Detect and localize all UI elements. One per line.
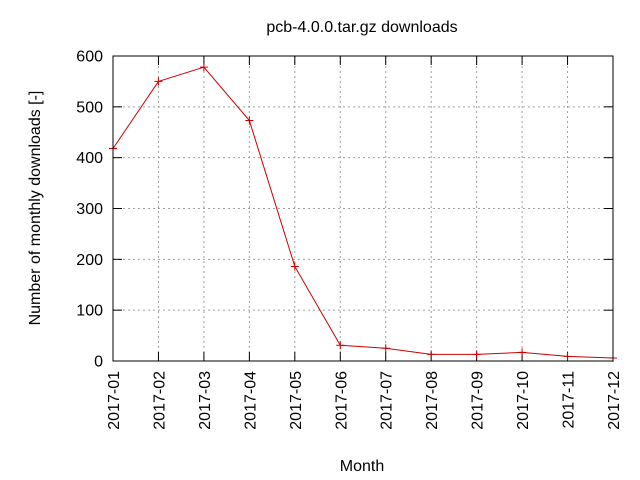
data-point bbox=[381, 344, 390, 353]
data-point bbox=[427, 350, 436, 359]
series-line bbox=[112, 66, 614, 359]
data-point bbox=[472, 350, 481, 359]
chart-title: pcb-4.0.0.tar.gz downloads bbox=[266, 19, 457, 36]
x-tick-label: 2017-01 bbox=[106, 371, 123, 430]
data-point bbox=[290, 262, 299, 271]
y-axis: 0 100 200 300 400 500 600 bbox=[76, 49, 613, 371]
grid-lines bbox=[113, 56, 613, 361]
y-tick-label: 600 bbox=[76, 49, 103, 66]
x-axis: 2017-01 2017-02 2017-03 2017-04 2017-05 2017-… bbox=[106, 56, 623, 430]
y-tick-label: 400 bbox=[76, 150, 103, 167]
data-point bbox=[245, 116, 254, 125]
data-point bbox=[563, 352, 572, 361]
data-point bbox=[199, 63, 208, 72]
x-tick-label: 2017-04 bbox=[242, 371, 259, 430]
x-tick-label: 2017-12 bbox=[606, 371, 623, 430]
y-tick-label: 0 bbox=[94, 354, 103, 371]
x-tick-label: 2017-10 bbox=[515, 371, 532, 430]
y-axis-label: Number of monthly downloads [-] bbox=[27, 91, 44, 326]
y-tick-label: 100 bbox=[76, 303, 103, 320]
y-tick-label: 200 bbox=[76, 252, 103, 269]
y-tick-label: 300 bbox=[76, 201, 103, 218]
data-point bbox=[336, 341, 345, 350]
data-series bbox=[109, 63, 617, 362]
x-axis-label: Month bbox=[340, 458, 384, 475]
x-tick-label: 2017-11 bbox=[561, 371, 578, 429]
data-point bbox=[154, 77, 163, 86]
plot-frame bbox=[112, 55, 614, 362]
x-tick-label: 2017-02 bbox=[151, 371, 168, 430]
x-tick-label: 2017-06 bbox=[333, 371, 350, 430]
x-tick-label: 2017-09 bbox=[470, 371, 487, 430]
x-tick-label: 2017-03 bbox=[197, 371, 214, 430]
x-tick-label: 2017-07 bbox=[379, 371, 396, 430]
data-point bbox=[518, 348, 527, 357]
x-tick-label: 2017-08 bbox=[424, 371, 441, 430]
y-tick-label: 500 bbox=[76, 99, 103, 116]
x-tick-label: 2017-05 bbox=[288, 371, 305, 430]
